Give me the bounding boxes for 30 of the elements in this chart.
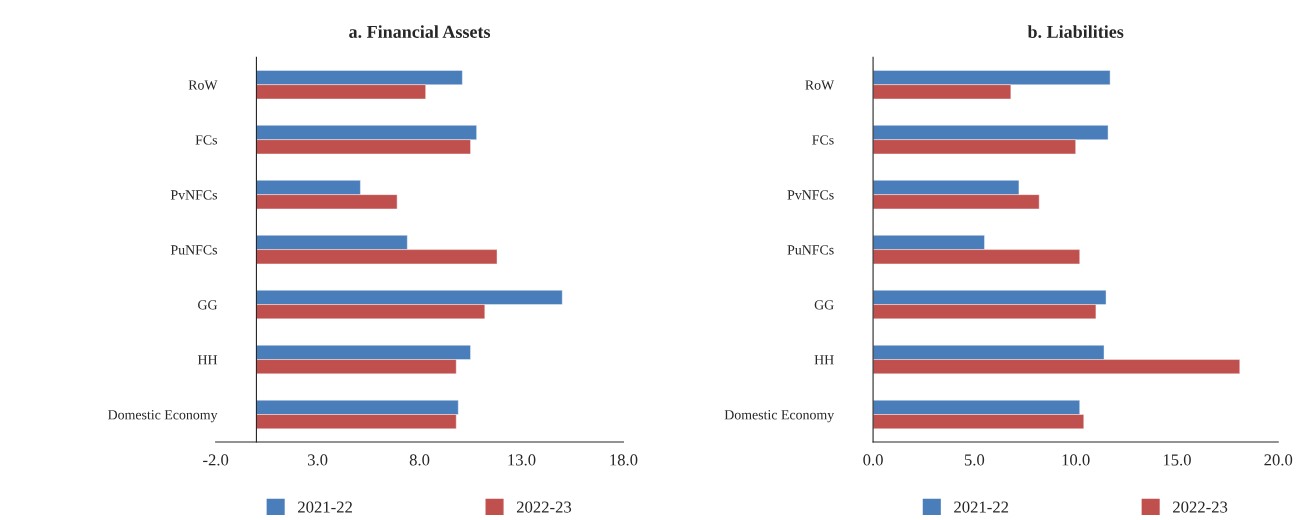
y-tick-label: HH (197, 355, 218, 365)
x-tick-label: 15.0 (1163, 454, 1191, 466)
y-tick-label: FCs (195, 135, 218, 145)
legend-label: 2021-22 (298, 501, 352, 513)
y-tick-label: GG (814, 300, 834, 310)
legend-label: 2021-22 (954, 501, 1009, 513)
legend-label: 2022-23 (516, 501, 572, 513)
x-tick-label: 20.0 (1264, 454, 1293, 466)
y-tick-label: FCs (812, 135, 834, 145)
y-tick-label: PvNFCs (787, 190, 834, 200)
y-tick-label: Domestic Economy (724, 410, 835, 423)
y-tick-label: RoW (188, 80, 218, 90)
legend-label: 2022-23 (1173, 501, 1228, 513)
x-tick-label: 0.0 (863, 454, 883, 466)
x-tick-label: 18.0 (610, 454, 638, 466)
x-tick-label: 5.0 (964, 454, 985, 466)
y-tick-label: HH (814, 355, 834, 365)
chart-title: b. Liabilities (1027, 25, 1124, 39)
y-tick-label: PvNFCs (170, 190, 218, 200)
y-tick-label: GG (198, 300, 218, 310)
x-tick-label: -2.0 (203, 454, 229, 466)
x-tick-label: 13.0 (508, 454, 536, 466)
y-tick-label: Domestic Economy (108, 410, 218, 423)
chart-title: a. Financial Assets (349, 25, 491, 39)
x-tick-label: 10.0 (1062, 454, 1090, 466)
y-tick-label: RoW (805, 80, 835, 90)
y-tick-label: PuNFCs (170, 245, 218, 255)
x-tick-label: 3.0 (307, 454, 328, 466)
y-tick-label: PuNFCs (787, 245, 834, 255)
x-tick-label: 8.0 (409, 454, 430, 466)
